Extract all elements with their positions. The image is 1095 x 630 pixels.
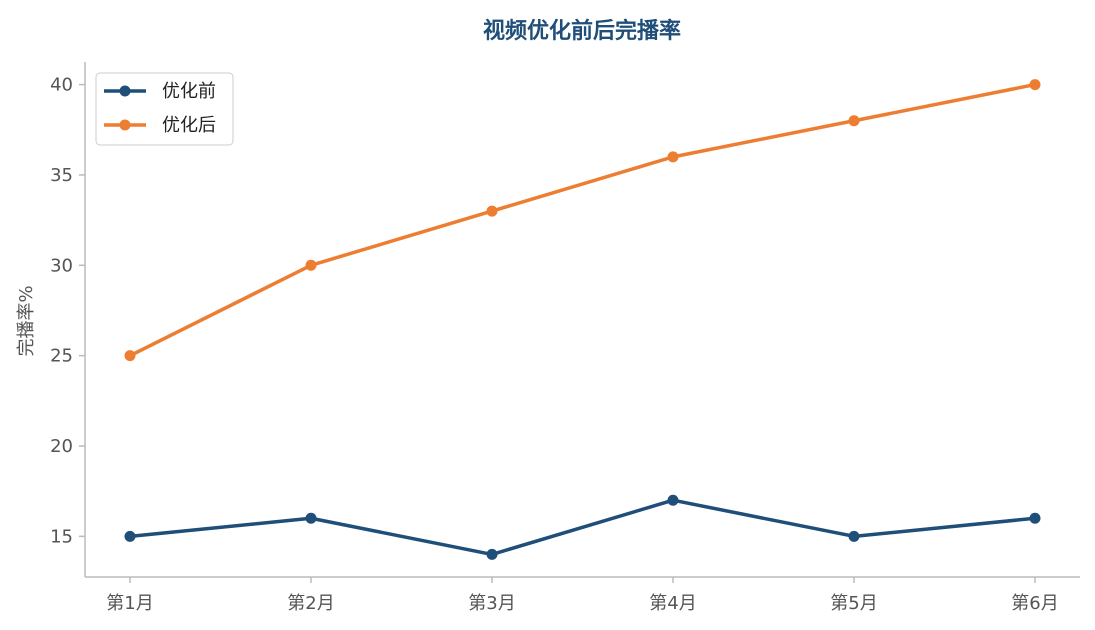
- legend-label: 优化后: [162, 115, 216, 136]
- data-point: [848, 530, 860, 542]
- legend-item: 优化前: [104, 81, 216, 102]
- data-point: [1029, 79, 1041, 91]
- y-axis-label: 完播率%: [16, 285, 37, 356]
- x-tick-label: 第4月: [649, 593, 696, 614]
- legend-marker: [119, 85, 131, 97]
- data-point: [305, 259, 317, 271]
- y-tick-label: 30: [50, 255, 73, 276]
- chart-title: 视频优化前后完播率: [483, 18, 681, 44]
- data-point: [124, 530, 136, 542]
- series-line: [128, 82, 1037, 358]
- series-line: [128, 498, 1037, 557]
- x-ticks: 第1月 第2月 第3月 第4月 第5月 第6月: [106, 577, 1059, 614]
- data-point: [667, 494, 679, 506]
- data-point: [124, 350, 136, 362]
- data-point: [486, 205, 498, 217]
- data-point: [486, 548, 498, 560]
- x-tick-label: 第6月: [1011, 593, 1058, 614]
- series-1: [124, 494, 1041, 560]
- data-point: [848, 115, 860, 127]
- y-tick-label: 15: [50, 526, 73, 547]
- legend-item: 优化后: [104, 115, 216, 136]
- x-tick-label: 第1月: [106, 593, 153, 614]
- legend-marker: [119, 119, 131, 131]
- series-group: [124, 79, 1041, 560]
- y-tick-label: 20: [50, 436, 73, 457]
- x-tick-label: 第2月: [287, 593, 334, 614]
- y-tick-label: 35: [50, 165, 73, 186]
- y-ticks: 15 20 25 30 35 40: [50, 75, 85, 547]
- data-point: [667, 151, 679, 163]
- y-tick-label: 25: [50, 346, 73, 367]
- series-2: [124, 79, 1041, 362]
- x-tick-label: 第3月: [468, 593, 515, 614]
- y-tick-label: 40: [50, 75, 73, 96]
- data-point: [305, 512, 317, 524]
- x-tick-label: 第5月: [830, 593, 877, 614]
- legend-label: 优化前: [162, 81, 216, 102]
- data-point: [1029, 512, 1041, 524]
